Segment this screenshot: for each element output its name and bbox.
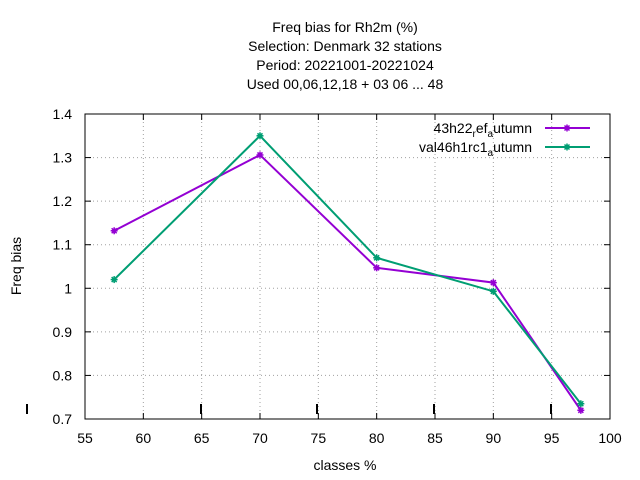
data-point: [110, 227, 118, 235]
series-line: [113, 134, 582, 405]
grid: [85, 114, 610, 419]
data-point: [110, 276, 118, 284]
y-tick-label: 0.9: [53, 324, 73, 340]
title-line-1: Freq bias for Rh2m (%): [272, 19, 417, 35]
plot-frame: [84, 113, 611, 420]
data-point: [563, 124, 571, 132]
x-tick-label: 90: [486, 430, 502, 446]
y-tick-label: 1: [64, 280, 72, 296]
data-point: [489, 279, 497, 287]
series-line: [113, 153, 582, 411]
series-1: [110, 151, 585, 414]
data-point: [373, 254, 381, 262]
title-line-2: Selection: Denmark 32 stations: [248, 38, 442, 54]
x-tick-label: 95: [544, 430, 560, 446]
y-tick-label: 0.7: [53, 411, 73, 427]
series-2: [110, 132, 585, 408]
baseline-marks: [26, 404, 552, 414]
x-tick-label: 80: [369, 430, 385, 446]
x-tick-label: 70: [252, 430, 268, 446]
x-tick-label: 55: [77, 430, 93, 446]
y-tick-label: 1.2: [53, 193, 73, 209]
data-point: [256, 151, 264, 159]
y-tick-label: 0.8: [53, 367, 73, 383]
data-point: [577, 400, 585, 408]
data-point: [256, 132, 264, 140]
title-line-3: Period: 20221001-20221024: [256, 57, 434, 73]
data-point: [563, 143, 571, 151]
data-point: [489, 287, 497, 295]
x-axis-label: classes %: [313, 457, 376, 473]
legend: 43h22refautumn val46h1rc1autumn: [419, 120, 590, 159]
legend-label-2: val46h1rc1autumn: [419, 139, 532, 159]
legend-sample-1: [545, 124, 590, 132]
y-tick-label: 1.4: [53, 106, 73, 122]
title-line-4: Used 00,06,12,18 + 03 06 ... 48: [247, 76, 444, 92]
legend-sample-2: [545, 143, 590, 151]
series-layer: [110, 132, 585, 414]
chart-title: Freq bias for Rh2m (%) Selection: Denmar…: [247, 19, 444, 92]
ticks: [84, 113, 611, 420]
data-point: [577, 406, 585, 414]
x-tick-label: 100: [598, 430, 622, 446]
x-tick-label: 65: [194, 430, 210, 446]
x-tick-labels: 55 60 65 70 75 80 85 90 95 100: [77, 430, 622, 446]
y-tick-label: 1.1: [53, 237, 73, 253]
data-point: [373, 264, 381, 272]
y-tick-label: 1.3: [53, 150, 73, 166]
y-tick-labels: 0.7 0.8 0.9 1 1.1 1.2 1.3 1.4: [53, 106, 73, 427]
x-tick-label: 85: [427, 430, 443, 446]
y-axis-label: Freq bias: [8, 237, 24, 295]
x-tick-label: 60: [136, 430, 152, 446]
x-tick-label: 75: [311, 430, 327, 446]
legend-label-1: 43h22refautumn: [434, 120, 532, 140]
